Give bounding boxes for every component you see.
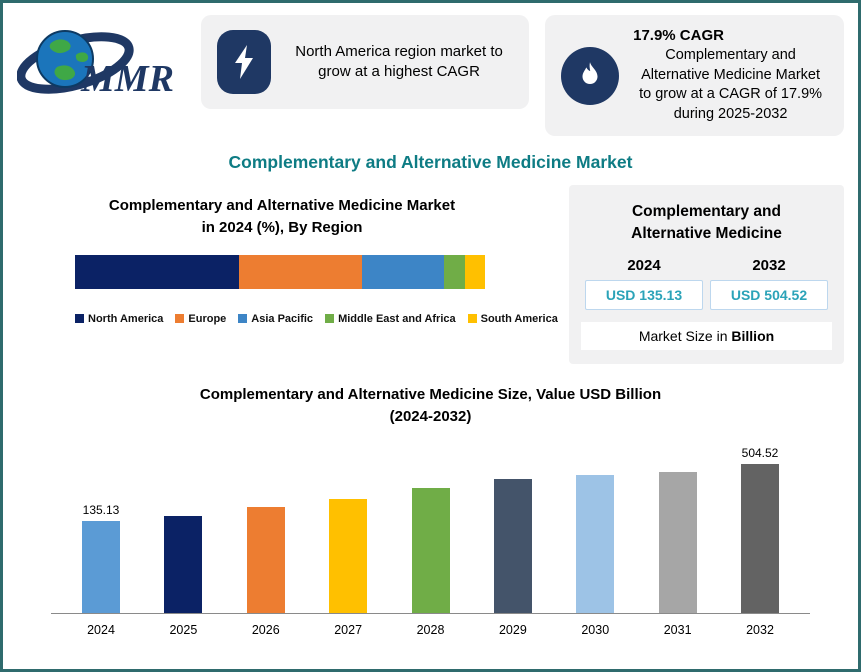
segment-north-america: [75, 254, 239, 289]
market-col-2024: 2024 USD 135.13: [585, 257, 703, 310]
mmr-logo-text: MMR: [80, 58, 174, 100]
region-stacked-bar: [75, 254, 485, 289]
legend-item-north-america: North America: [75, 313, 163, 325]
bar-col-2028: [391, 487, 471, 613]
x-axis-label-2032: 2032: [746, 622, 774, 637]
bar-value-label-2032: 504.52: [741, 445, 779, 460]
lightning-icon: [217, 30, 271, 94]
legend-swatch-north-america: [75, 314, 84, 324]
mmr-logo-graphic: MMR: [16, 30, 174, 100]
market-col-2032: 2032 USD 504.52: [710, 257, 828, 310]
x-axis-label-2025: 2025: [169, 622, 198, 637]
bar-value-label-2024: 135.13: [82, 502, 120, 517]
bar-2028: [411, 487, 450, 613]
segment-asia-pacific: [362, 254, 444, 289]
legend-swatch-europe: [175, 314, 185, 324]
bar-2024: [82, 520, 120, 613]
bar-col-2029: [473, 478, 553, 613]
x-axis-labels: 2024 2025 2026 2027 2028 2029 2030 2031 2032: [39, 623, 822, 637]
footnote-prefix: Market Size in: [638, 327, 732, 344]
x-axis-label-2027: 2027: [334, 622, 363, 637]
legend-label-south-america: South America: [480, 312, 558, 325]
callout-north-america-text: North America region market to grow at a…: [295, 42, 503, 80]
x-axis-label-2029: 2029: [498, 622, 527, 637]
bar-col-2026: [226, 506, 306, 613]
page-title: Complementary and Alternative Medicine M…: [228, 152, 633, 173]
bar-2030: [576, 474, 615, 613]
legend-item-south-america: South America: [467, 312, 558, 325]
x-axis-line: [51, 612, 810, 614]
market-panel-title: Complementary and Alternative Medicine: [631, 203, 782, 242]
bar-col-2031: [638, 471, 718, 613]
footnote-bold: Billion: [731, 327, 775, 344]
middle-row: Complementary and Alternative Medicine M…: [3, 185, 858, 364]
region-chart-title: Complementary and Alternative Medicine M…: [108, 197, 456, 236]
market-size-footnote: Market Size in Billion: [581, 321, 832, 350]
value-chart-bars: 135.13 504.52: [39, 435, 822, 613]
header: MMR North America region market to grow …: [3, 3, 858, 137]
legend-label-europe: Europe: [188, 312, 227, 325]
region-legend: North America Europe Asia Pacific Middle Ea…: [75, 313, 558, 325]
value-chart-title: Complementary and Alternative Medicine S…: [199, 385, 662, 426]
mmr-logo: MMR: [16, 15, 185, 111]
callout-north-america: North America region market to grow at a…: [201, 15, 530, 109]
bar-2032: [741, 463, 779, 613]
legend-swatch-middle-east-and-africa: [325, 314, 335, 324]
bar-col-2024: 135.13: [61, 503, 141, 613]
legend-swatch-asia-pacific: [238, 314, 248, 324]
x-axis-label-2030: 2030: [581, 622, 610, 637]
bar-col-2032: 504.52: [720, 446, 800, 613]
bar-col-2030: [555, 474, 635, 613]
segment-middle-east-and-africa: [444, 254, 465, 289]
legend-item-middle-east-and-africa: Middle East and Africa: [325, 313, 456, 325]
x-axis-label-2026: 2026: [251, 622, 280, 637]
year-label-2032: 2032: [752, 256, 786, 274]
bar-col-2027: [308, 498, 388, 613]
bar-2031: [658, 471, 697, 613]
legend-item-europe: Europe: [175, 313, 226, 325]
bar-2025: [164, 515, 203, 613]
x-axis-label-2031: 2031: [663, 622, 692, 637]
x-axis-label-2024: 2024: [87, 622, 115, 637]
cagr-text: Complementary and Alternative Medicine M…: [639, 47, 823, 122]
bar-2029: [493, 478, 532, 613]
bar-2026: [246, 506, 285, 613]
value-box-2032: USD 504.52: [710, 279, 828, 310]
year-label-2024: 2024: [627, 256, 661, 274]
legend-item-asia-pacific: Asia Pacific: [238, 313, 313, 325]
value-chart-section: Complementary and Alternative Medicine S…: [3, 384, 858, 637]
segment-europe: [239, 254, 362, 289]
region-chart-section: Complementary and Alternative Medicine M…: [17, 185, 558, 325]
legend-label-north-america: North America: [88, 312, 164, 325]
bar-2027: [329, 498, 368, 613]
bar-col-2025: [143, 515, 223, 613]
callout-cagr: 17.9% CAGR Complementary and Alternative…: [545, 15, 844, 137]
legend-label-middle-east-and-africa: Middle East and Africa: [338, 312, 456, 325]
value-box-2024: USD 135.13: [585, 279, 703, 310]
callout-cagr-body: 17.9% CAGR Complementary and Alternative…: [633, 27, 828, 124]
legend-label-asia-pacific: Asia Pacific: [251, 312, 314, 325]
flame-icon: [561, 46, 620, 105]
market-size-panel: Complementary and Alternative Medicine 2…: [569, 185, 844, 364]
legend-swatch-south-america: [467, 314, 477, 324]
segment-south-america: [464, 254, 485, 289]
market-years-row: 2024 USD 135.13 2032 USD 504.52: [581, 257, 832, 310]
cagr-title: 17.9% CAGR: [633, 27, 724, 44]
x-axis-label-2028: 2028: [416, 622, 445, 637]
